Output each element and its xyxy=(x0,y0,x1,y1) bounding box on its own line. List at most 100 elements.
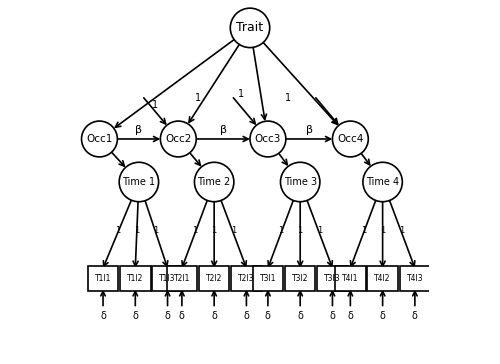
FancyArrowPatch shape xyxy=(298,292,302,306)
Circle shape xyxy=(230,8,270,48)
FancyArrowPatch shape xyxy=(180,292,184,306)
FancyArrowPatch shape xyxy=(189,44,240,122)
Text: 1: 1 xyxy=(192,226,198,234)
Circle shape xyxy=(82,121,118,157)
Circle shape xyxy=(363,162,403,202)
FancyBboxPatch shape xyxy=(88,266,118,291)
Text: T3I2: T3I2 xyxy=(292,274,308,283)
Text: 1: 1 xyxy=(134,226,140,234)
FancyBboxPatch shape xyxy=(199,266,230,291)
FancyBboxPatch shape xyxy=(285,266,316,291)
Text: T2I3: T2I3 xyxy=(238,274,254,283)
Circle shape xyxy=(119,162,158,202)
FancyArrowPatch shape xyxy=(350,201,376,266)
Circle shape xyxy=(194,162,234,202)
FancyArrowPatch shape xyxy=(182,201,207,266)
FancyArrowPatch shape xyxy=(133,292,138,306)
FancyArrowPatch shape xyxy=(112,152,124,166)
Text: Time 1: Time 1 xyxy=(122,177,156,187)
FancyArrowPatch shape xyxy=(390,201,415,266)
FancyBboxPatch shape xyxy=(400,266,430,291)
FancyArrowPatch shape xyxy=(348,292,352,306)
FancyArrowPatch shape xyxy=(118,136,158,142)
Text: δ: δ xyxy=(297,311,303,321)
FancyArrowPatch shape xyxy=(253,47,266,119)
Text: 1: 1 xyxy=(317,226,322,234)
Text: 1: 1 xyxy=(115,226,120,234)
FancyArrowPatch shape xyxy=(268,201,293,266)
FancyBboxPatch shape xyxy=(252,266,283,291)
Text: Trait: Trait xyxy=(236,21,264,34)
Text: T4I1: T4I1 xyxy=(342,274,358,283)
FancyBboxPatch shape xyxy=(152,266,183,291)
Text: Occ4: Occ4 xyxy=(337,134,363,144)
Text: δ: δ xyxy=(380,311,386,321)
Text: T2I2: T2I2 xyxy=(206,274,222,283)
Text: 1: 1 xyxy=(278,226,283,234)
FancyArrowPatch shape xyxy=(234,98,255,124)
Text: 1: 1 xyxy=(195,93,201,103)
Text: 1: 1 xyxy=(238,89,244,99)
Text: T1I3: T1I3 xyxy=(160,274,176,283)
FancyArrowPatch shape xyxy=(266,292,270,306)
Text: Occ2: Occ2 xyxy=(165,134,192,144)
FancyArrowPatch shape xyxy=(212,202,216,266)
Text: Time 3: Time 3 xyxy=(284,177,316,187)
FancyArrowPatch shape xyxy=(412,292,417,306)
FancyArrowPatch shape xyxy=(101,292,105,306)
FancyArrowPatch shape xyxy=(221,201,246,266)
Text: 1: 1 xyxy=(360,226,366,234)
FancyArrowPatch shape xyxy=(144,98,166,124)
FancyArrowPatch shape xyxy=(361,153,370,165)
Text: 1: 1 xyxy=(212,226,217,234)
FancyBboxPatch shape xyxy=(231,266,262,291)
Circle shape xyxy=(280,162,320,202)
Text: β: β xyxy=(220,125,226,135)
Text: 1: 1 xyxy=(284,93,290,103)
FancyBboxPatch shape xyxy=(166,266,197,291)
Circle shape xyxy=(250,121,286,157)
FancyArrowPatch shape xyxy=(330,292,334,306)
FancyArrowPatch shape xyxy=(166,292,170,306)
FancyArrowPatch shape xyxy=(190,153,200,165)
FancyArrowPatch shape xyxy=(380,202,385,266)
Text: δ: δ xyxy=(164,311,170,321)
Text: δ: δ xyxy=(100,311,106,321)
FancyArrowPatch shape xyxy=(212,292,216,306)
FancyArrowPatch shape xyxy=(116,40,234,127)
FancyArrowPatch shape xyxy=(145,201,168,266)
Text: δ: δ xyxy=(244,311,250,321)
FancyArrowPatch shape xyxy=(133,202,138,266)
Text: 1: 1 xyxy=(380,226,385,234)
FancyBboxPatch shape xyxy=(368,266,398,291)
Text: β: β xyxy=(306,125,312,135)
FancyArrowPatch shape xyxy=(278,153,287,165)
Text: T1I1: T1I1 xyxy=(95,274,111,283)
Text: δ: δ xyxy=(330,311,336,321)
Text: T3I3: T3I3 xyxy=(324,274,341,283)
FancyBboxPatch shape xyxy=(335,266,366,291)
Text: 1: 1 xyxy=(400,226,404,234)
Text: T4I3: T4I3 xyxy=(406,274,423,283)
Text: 1: 1 xyxy=(298,226,303,234)
Text: T4I2: T4I2 xyxy=(374,274,391,283)
Text: Time 4: Time 4 xyxy=(366,177,399,187)
Text: δ: δ xyxy=(132,311,138,321)
Text: 1: 1 xyxy=(154,226,158,234)
Text: δ: δ xyxy=(179,311,185,321)
FancyArrowPatch shape xyxy=(380,292,385,306)
Text: δ: δ xyxy=(211,311,217,321)
Circle shape xyxy=(332,121,368,157)
FancyArrowPatch shape xyxy=(244,292,248,306)
FancyBboxPatch shape xyxy=(120,266,150,291)
FancyArrowPatch shape xyxy=(104,200,132,266)
Text: δ: δ xyxy=(412,311,418,321)
Text: T1I2: T1I2 xyxy=(127,274,144,283)
FancyArrowPatch shape xyxy=(298,202,302,266)
FancyArrowPatch shape xyxy=(286,136,331,142)
Text: T3I1: T3I1 xyxy=(260,274,276,283)
Text: Occ1: Occ1 xyxy=(86,134,113,144)
FancyArrowPatch shape xyxy=(307,201,332,266)
Text: 1: 1 xyxy=(231,226,236,234)
FancyBboxPatch shape xyxy=(317,266,348,291)
